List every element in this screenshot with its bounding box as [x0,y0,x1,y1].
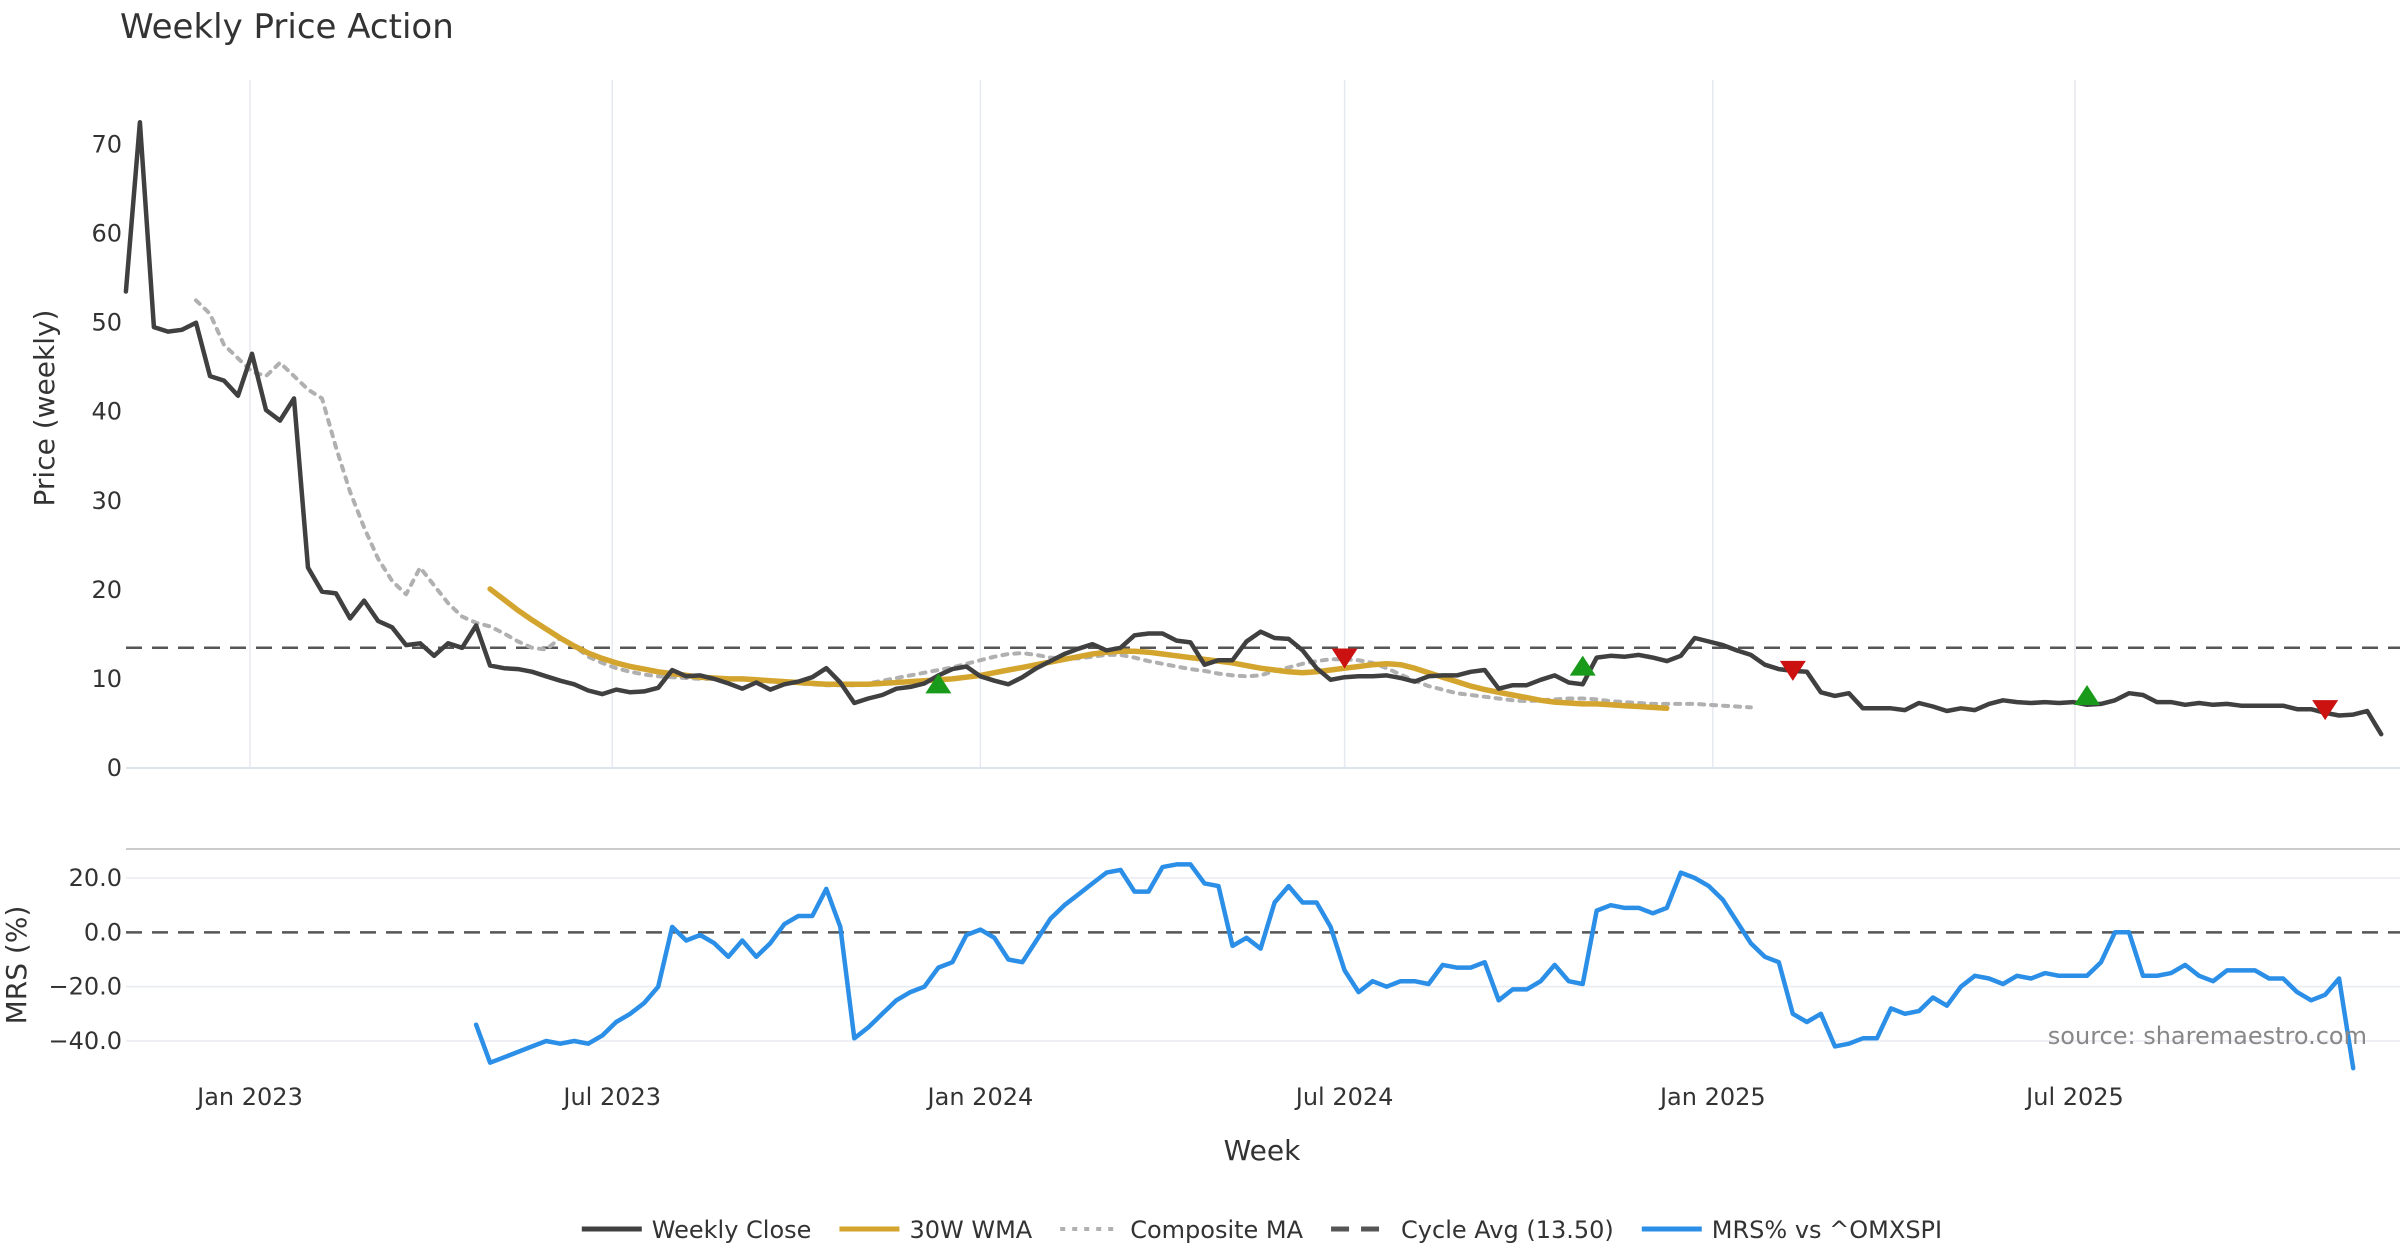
axis-layer: Jan 2023 Jul 2023 Jan 2024 Jul 2024 Jan 2025… [48,131,2123,1111]
mrs-line [473,862,2356,1071]
sell-signal-marker [1331,648,1358,669]
price-y-tick-label: 0 [107,754,122,782]
sell-signal-marker [2312,700,2339,721]
price-y-tick-label: 50 [91,309,122,337]
grid-layer [126,80,2400,1042]
price-y-tick-label: 20 [91,576,122,604]
legend-item: MRS% vs ^OMXSPI [1641,1216,1942,1244]
mrs-y-axis-title: MRS (%) [0,906,33,1025]
reference-lines [126,646,2400,934]
legend-label: Weekly Close [652,1216,812,1244]
mrs-y-tick-label: 0.0 [84,918,122,946]
legend: Weekly Close 30W WMA Composite MA Cycle Avg… [581,1216,1942,1244]
legend-label: Composite MA [1130,1216,1303,1244]
legend-label: MRS% vs ^OMXSPI [1712,1216,1942,1244]
legend-item: Weekly Close [581,1216,812,1244]
composite-ma-line [194,298,1753,710]
mrs-y-tick-label: 20.0 [69,864,122,892]
chart-title: Weekly Price Action [120,7,454,47]
buy-signal-marker [2074,684,2101,705]
series-layer [123,120,2384,1071]
legend-item: Cycle Avg (13.50) [1331,1216,1614,1244]
x-tick-label: Jul 2025 [2024,1083,2124,1111]
price-y-axis-title: Price (weekly) [28,310,61,507]
source-note: source: sharemaestro.com [2048,1022,2367,1050]
signal-markers [925,648,2339,721]
legend-item: Composite MA [1060,1216,1304,1244]
mrs-y-tick-label: −20.0 [48,973,122,1001]
buy-signal-marker [1569,655,1596,676]
legend-label: Cycle Avg (13.50) [1401,1216,1614,1244]
legend-item: 30W WMA [839,1216,1033,1244]
x-tick-label: Jan 2025 [1658,1083,1766,1111]
sell-signal-marker [1779,660,1806,681]
x-tick-label: Jul 2024 [1294,1083,1394,1111]
price-y-tick-label: 70 [91,131,122,159]
x-tick-label: Jul 2023 [561,1083,661,1111]
weekly-close-line [123,120,2384,737]
x-tick-label: Jan 2023 [195,1083,303,1111]
legend-label: 30W WMA [909,1216,1032,1244]
buy-signal-marker [925,673,952,694]
x-axis-title: Week [1224,1134,1301,1167]
price-y-tick-label: 40 [91,398,122,426]
price-y-tick-label: 30 [91,487,122,515]
price-y-tick-label: 10 [91,665,122,693]
mrs-y-tick-label: −40.0 [48,1027,122,1055]
price-y-tick-label: 60 [91,220,122,248]
x-tick-label: Jan 2024 [926,1083,1034,1111]
